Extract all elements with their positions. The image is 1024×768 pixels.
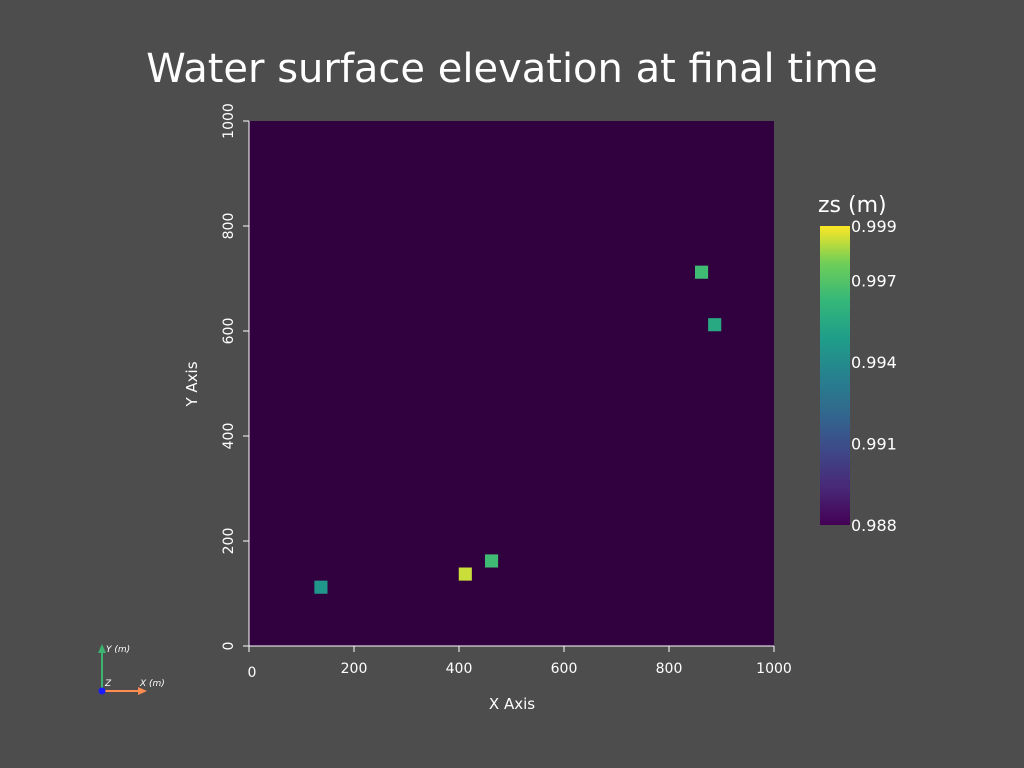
colorbar-tick-label-0: 0.999 [851,217,897,236]
heatmap-cell-0 [314,580,328,594]
x-tick-label-0: 0 [248,665,257,681]
colorbar-gradient [820,226,850,525]
plot-area [249,121,774,646]
x-tick-label-3: 600 [551,661,578,677]
data-cells [314,265,722,594]
axes [248,121,774,647]
x-tick-label-5: 1000 [756,661,792,677]
z-orient-label: Z [104,679,112,689]
z-orient-dot [98,687,106,695]
y-tick-label-2: 400 [221,423,237,450]
orientation-widget: Y (m) X (m) Z [98,644,165,695]
y-ticks: 0 200 400 600 800 1000 [221,103,249,650]
x-axis-label: X Axis [489,695,535,713]
heatmap-cell-2 [484,554,499,568]
y-orient-arrowhead [98,644,106,653]
heatmap-cell-4 [708,318,722,332]
heatmap-cell-1 [458,567,472,581]
y-tick-label-0: 0 [221,642,237,651]
y-tick-label-3: 600 [221,318,237,345]
colorbar-tick-label-4: 0.988 [851,516,897,535]
y-tick-label-4: 800 [221,213,237,240]
y-axis-label: Y Axis [183,361,201,407]
y-orient-label: Y (m) [106,645,130,655]
x-tick-label-2: 400 [446,661,473,677]
x-tick-label-1: 200 [341,661,368,677]
y-tick-label-1: 200 [221,528,237,555]
colorbar: zs (m) 0.999 0.997 0.994 0.991 0.988 [818,193,897,535]
x-ticks: 0 200 400 600 800 1000 [248,646,792,681]
x-orient-label: X (m) [139,679,165,689]
colorbar-title: zs (m) [818,193,887,218]
chart-title: Water surface elevation at final time [146,46,878,92]
colorbar-tick-label-2: 0.994 [851,353,897,372]
x-orient-arrowhead [138,687,147,695]
colorbar-tick-label-3: 0.991 [851,434,897,453]
colorbar-ticks: 0.999 0.997 0.994 0.991 0.988 [851,217,897,535]
y-tick-label-5: 1000 [221,103,237,139]
x-tick-label-4: 800 [656,661,683,677]
heatmap-cell-3 [694,265,709,279]
colorbar-tick-label-1: 0.997 [851,271,897,290]
